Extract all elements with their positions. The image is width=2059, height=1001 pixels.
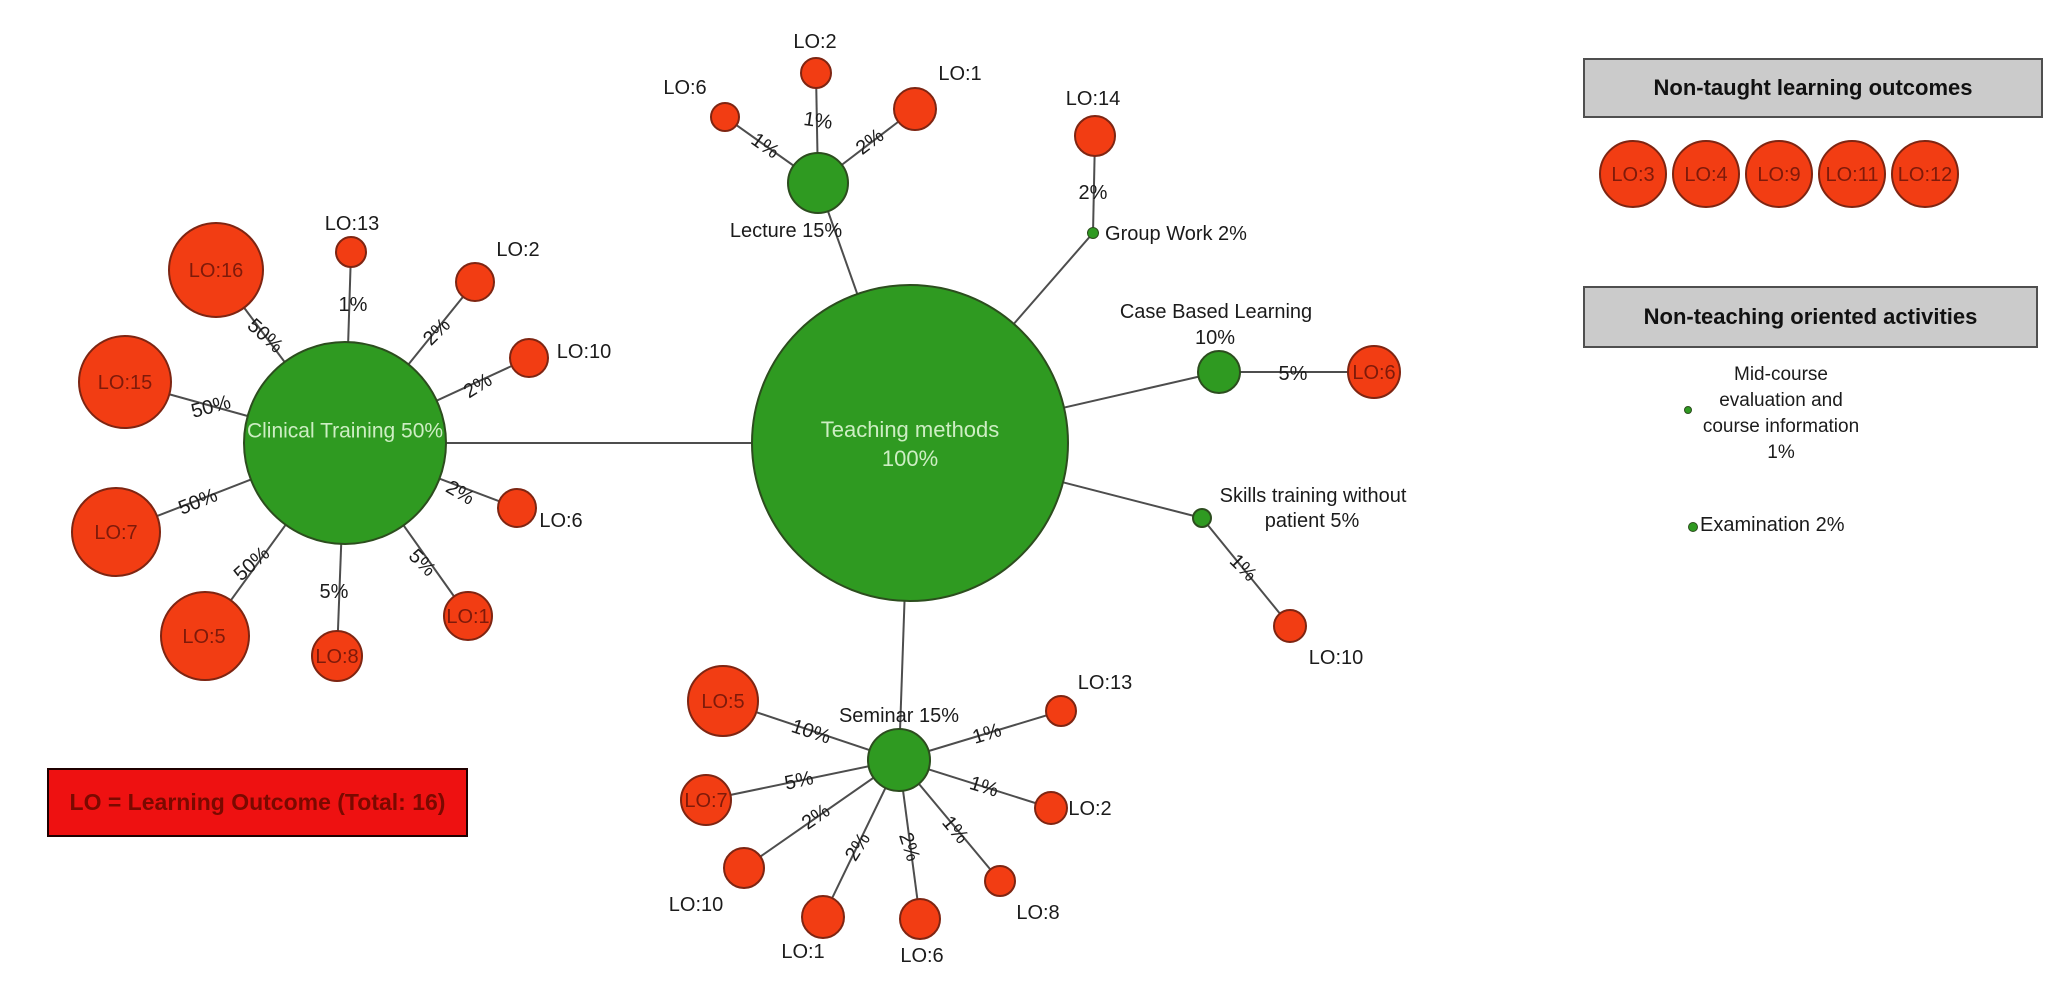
lec-lo1-label: LO:1 [938,63,982,85]
weight-cbl-lo6: 5% [1278,363,1308,385]
mid-course-line-1: Mid-course [1734,364,1828,385]
non-taught-title: Non-taught learning outcomes [1653,75,1973,100]
node-sem-lo1 [801,895,845,939]
ct-lo16-label: LO:16 [188,260,244,282]
nt-lo11-label: LO:11 [1825,164,1879,186]
node-nt-lo11 [1818,140,1886,208]
node-ct-lo6 [497,488,537,528]
ct-lo8-label: LO:8 [315,646,359,668]
node-seminar [867,728,931,792]
node-examination-dot [1688,522,1698,532]
ct-lo15-label: LO:15 [97,372,153,394]
sem-lo1-label: LO:1 [781,941,825,963]
clinical-training-label: Clinical Training 50% [246,419,444,443]
legend-box: LO = Learning Outcome (Total: 16) [47,768,468,837]
node-skills-training [1192,508,1212,528]
node-teaching-methods [751,284,1069,602]
gw-lo14-label: LO:14 [1065,88,1121,110]
ct-lo1-label: LO:1 [446,606,490,628]
nt-lo12-label: LO:12 [1897,164,1953,186]
node-ct-lo13 [335,236,367,268]
weight-ct-lo13: 1% [338,294,368,316]
sem-lo10-label: LO:10 [668,894,724,916]
node-mid-course-dot [1684,406,1692,414]
node-ct-lo1 [443,591,493,641]
node-sem-lo6 [899,898,941,940]
node-ct-lo10 [509,338,549,378]
examination-label: Examination 2% [1700,514,1845,536]
node-ct-lo5 [160,591,250,681]
edge-seminar-sem-lo7 [705,759,900,801]
node-st-lo10 [1273,609,1307,643]
non-teaching-panel: Non-teaching oriented activities [1583,286,2038,348]
sem-lo2-label: LO:2 [1068,798,1112,820]
teaching-methods-percent: 100% [881,445,939,471]
legend-text: LO = Learning Outcome (Total: 16) [69,789,446,815]
edge-skills-training-st-lo10 [1201,517,1291,627]
sem-lo7-label: LO:7 [684,790,728,812]
seminar-label: Seminar 15% [838,705,960,727]
node-lec-lo2 [800,57,832,89]
node-lec-lo6 [710,102,740,132]
node-group-work [1087,227,1099,239]
node-sem-lo7 [680,774,732,826]
lec-lo6-label: LO:6 [663,77,707,99]
non-taught-panel: Non-taught learning outcomes [1583,58,2043,118]
node-sem-lo10 [723,847,765,889]
ct-lo13-label: LO:13 [324,213,380,235]
nt-lo9-label: LO:9 [1757,164,1801,186]
node-case-based-learning [1197,350,1241,394]
skills-label-line1: Skills training without [1219,485,1407,507]
weight-lec-lo2: 1% [802,108,834,134]
node-lecture [787,152,849,214]
nt-lo4-label: LO:4 [1684,164,1728,186]
node-nt-lo9 [1745,140,1813,208]
mid-course-line-3: course information [1702,416,1860,437]
lec-lo2-label: LO:2 [793,31,837,53]
sem-lo13-label: LO:13 [1077,672,1133,694]
lecture-label: Lecture 15% [729,220,843,242]
node-nt-lo4 [1672,140,1740,208]
nt-lo3-label: LO:3 [1611,164,1655,186]
ct-lo2-label: LO:2 [496,239,540,261]
sem-lo8-label: LO:8 [1016,902,1060,924]
node-sem-lo2 [1034,791,1068,825]
cbl-label-line1: Case Based Learning [1119,301,1313,323]
sem-lo6-label: LO:6 [900,945,944,967]
node-ct-lo2 [455,262,495,302]
node-sem-lo8 [984,865,1016,897]
node-ct-lo7 [71,487,161,577]
node-ct-lo16 [168,222,264,318]
ct-lo7-label: LO:7 [94,522,138,544]
ct-lo5-label: LO:5 [182,626,226,648]
node-ct-lo8 [311,630,363,682]
group-work-label: Group Work 2% [1105,223,1247,245]
mid-course-activity: Mid-course evaluation and course informa… [1661,362,1901,466]
node-gw-lo14 [1074,115,1116,157]
node-lec-lo1 [893,87,937,131]
ct-lo10-label: LO:10 [556,341,612,363]
weight-gw-lo14: 2% [1078,182,1108,204]
node-cbl-lo6 [1347,345,1401,399]
ct-lo6-label: LO:6 [539,510,583,532]
node-sem-lo5 [687,665,759,737]
node-nt-lo3 [1599,140,1667,208]
mid-course-line-4: 1% [1767,442,1795,463]
node-nt-lo12 [1891,140,1959,208]
mid-course-line-2: evaluation and [1719,390,1843,411]
non-teaching-title: Non-teaching oriented activities [1643,304,1978,329]
teaching-methods-label: Teaching methods [820,416,1000,442]
weight-ct-lo8: 5% [319,581,349,603]
skills-label-line2: patient 5% [1264,510,1360,532]
cbl-lo6-label: LO:6 [1352,362,1396,384]
st-lo10-label: LO:10 [1308,647,1364,669]
examination-activity: Examination 2% [1700,514,1845,537]
cbl-label-line2: 10% [1194,327,1236,349]
node-clinical-training [243,341,447,545]
node-sem-lo13 [1045,695,1077,727]
node-ct-lo15 [78,335,172,429]
sem-lo5-label: LO:5 [701,691,745,713]
